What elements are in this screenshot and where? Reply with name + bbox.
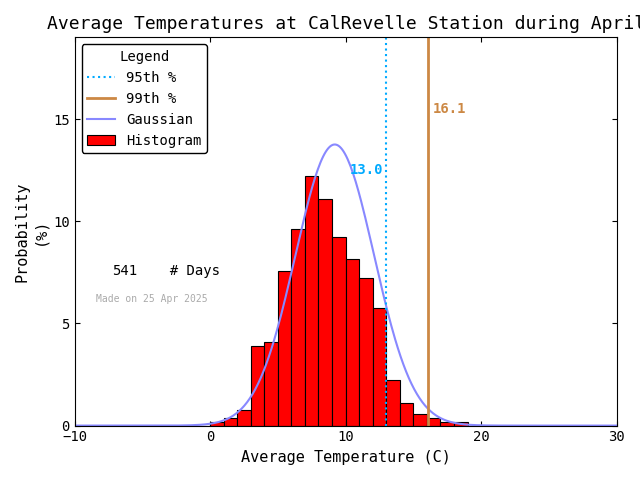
Gaussian xyxy=(285,279,293,285)
Bar xyxy=(346,260,359,426)
Bar xyxy=(372,309,387,426)
Bar xyxy=(305,176,319,426)
Text: 13.0: 13.0 xyxy=(350,163,383,177)
Bar xyxy=(413,414,427,426)
95th % xyxy=(383,402,390,408)
Line: Gaussian: Gaussian xyxy=(75,144,616,426)
Bar xyxy=(210,422,223,426)
Bar xyxy=(440,422,454,426)
Bar xyxy=(400,403,413,426)
Title: Average Temperatures at CalRevelle Station during April: Average Temperatures at CalRevelle Stati… xyxy=(47,15,640,33)
Bar xyxy=(427,418,440,426)
Bar xyxy=(387,380,400,426)
Gaussian xyxy=(612,423,620,429)
Bar xyxy=(291,229,305,426)
Text: 16.1: 16.1 xyxy=(433,102,466,116)
Gaussian xyxy=(332,142,339,147)
99th % xyxy=(424,423,432,429)
Gaussian xyxy=(71,423,79,429)
X-axis label: Average Temperature (C): Average Temperature (C) xyxy=(241,450,451,465)
Bar xyxy=(264,342,278,426)
Text: Made on 25 Apr 2025: Made on 25 Apr 2025 xyxy=(96,294,208,303)
Bar xyxy=(278,271,291,426)
99th % xyxy=(424,402,432,408)
Bar xyxy=(332,237,346,426)
Y-axis label: Probability
(%): Probability (%) xyxy=(15,181,47,282)
Legend: 95th %, 99th %, Gaussian, Histogram: 95th %, 99th %, Gaussian, Histogram xyxy=(81,44,207,153)
Bar xyxy=(237,410,251,426)
95th % xyxy=(383,423,390,429)
Bar xyxy=(454,422,468,426)
Bar xyxy=(251,346,264,426)
Gaussian xyxy=(413,391,420,397)
Bar xyxy=(223,418,237,426)
Gaussian xyxy=(136,423,143,429)
Gaussian xyxy=(466,422,474,428)
Gaussian xyxy=(463,422,471,428)
Text: 541: 541 xyxy=(113,264,138,278)
Gaussian xyxy=(247,394,255,399)
Bar xyxy=(319,199,332,426)
Text: # Days: # Days xyxy=(153,264,220,278)
Bar xyxy=(359,278,372,426)
